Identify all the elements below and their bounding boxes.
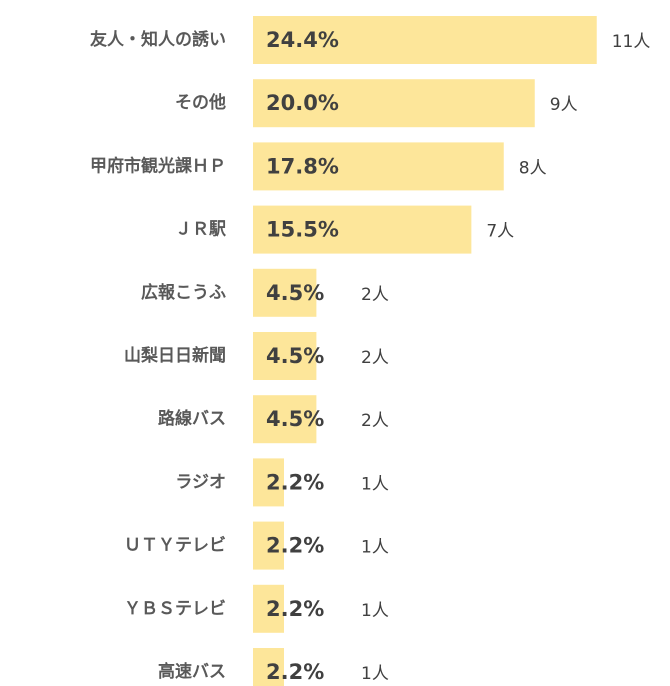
category-label: 甲府市観光課ＨＰ [90,155,226,176]
category-label: ＪＲ駅 [175,220,227,240]
value-label: 4.5% [266,344,324,368]
category-label: 高速バス [158,661,226,682]
bar [253,142,504,191]
category-label: 友人・知人の誘い [90,29,226,50]
bar [253,332,317,380]
value-label: 17.8% [266,154,339,178]
count-label: 2人 [361,285,389,305]
category-label: 広報こうふ [141,282,226,303]
count-label: 2人 [361,411,389,431]
bar [253,395,317,444]
count-label: 1人 [361,538,389,558]
category-label: その他 [175,92,226,113]
bar [253,648,284,686]
count-label: 11人 [612,32,651,52]
value-label: 20.0% [266,91,339,115]
value-label: 2.2% [266,470,324,494]
count-label: 2人 [361,348,389,368]
category-label: 山梨日日新聞 [124,345,226,366]
value-label: 24.4% [266,28,339,52]
bar [253,584,284,633]
value-label: 4.5% [266,407,324,431]
count-label: 1人 [361,474,389,494]
value-label: 2.2% [266,597,324,621]
count-label: 1人 [361,601,389,621]
count-label: 1人 [361,664,389,684]
bar [253,521,284,570]
value-label: 15.5% [266,218,339,242]
count-label: 8人 [519,158,547,178]
value-label: 4.5% [266,281,324,305]
bar [253,205,472,254]
category-label: ラジオ [175,472,226,492]
count-label: 7人 [486,222,514,242]
bar [253,16,597,64]
category-label: 路線バス [158,408,226,429]
category-label: ＵＴＹテレビ [124,536,226,556]
category-label: ＹＢＳテレビ [124,599,226,619]
value-label: 2.2% [266,534,324,558]
bar [253,79,535,128]
bar [253,268,317,317]
value-label: 2.2% [266,660,324,684]
count-label: 9人 [550,95,578,115]
bar [253,458,284,507]
